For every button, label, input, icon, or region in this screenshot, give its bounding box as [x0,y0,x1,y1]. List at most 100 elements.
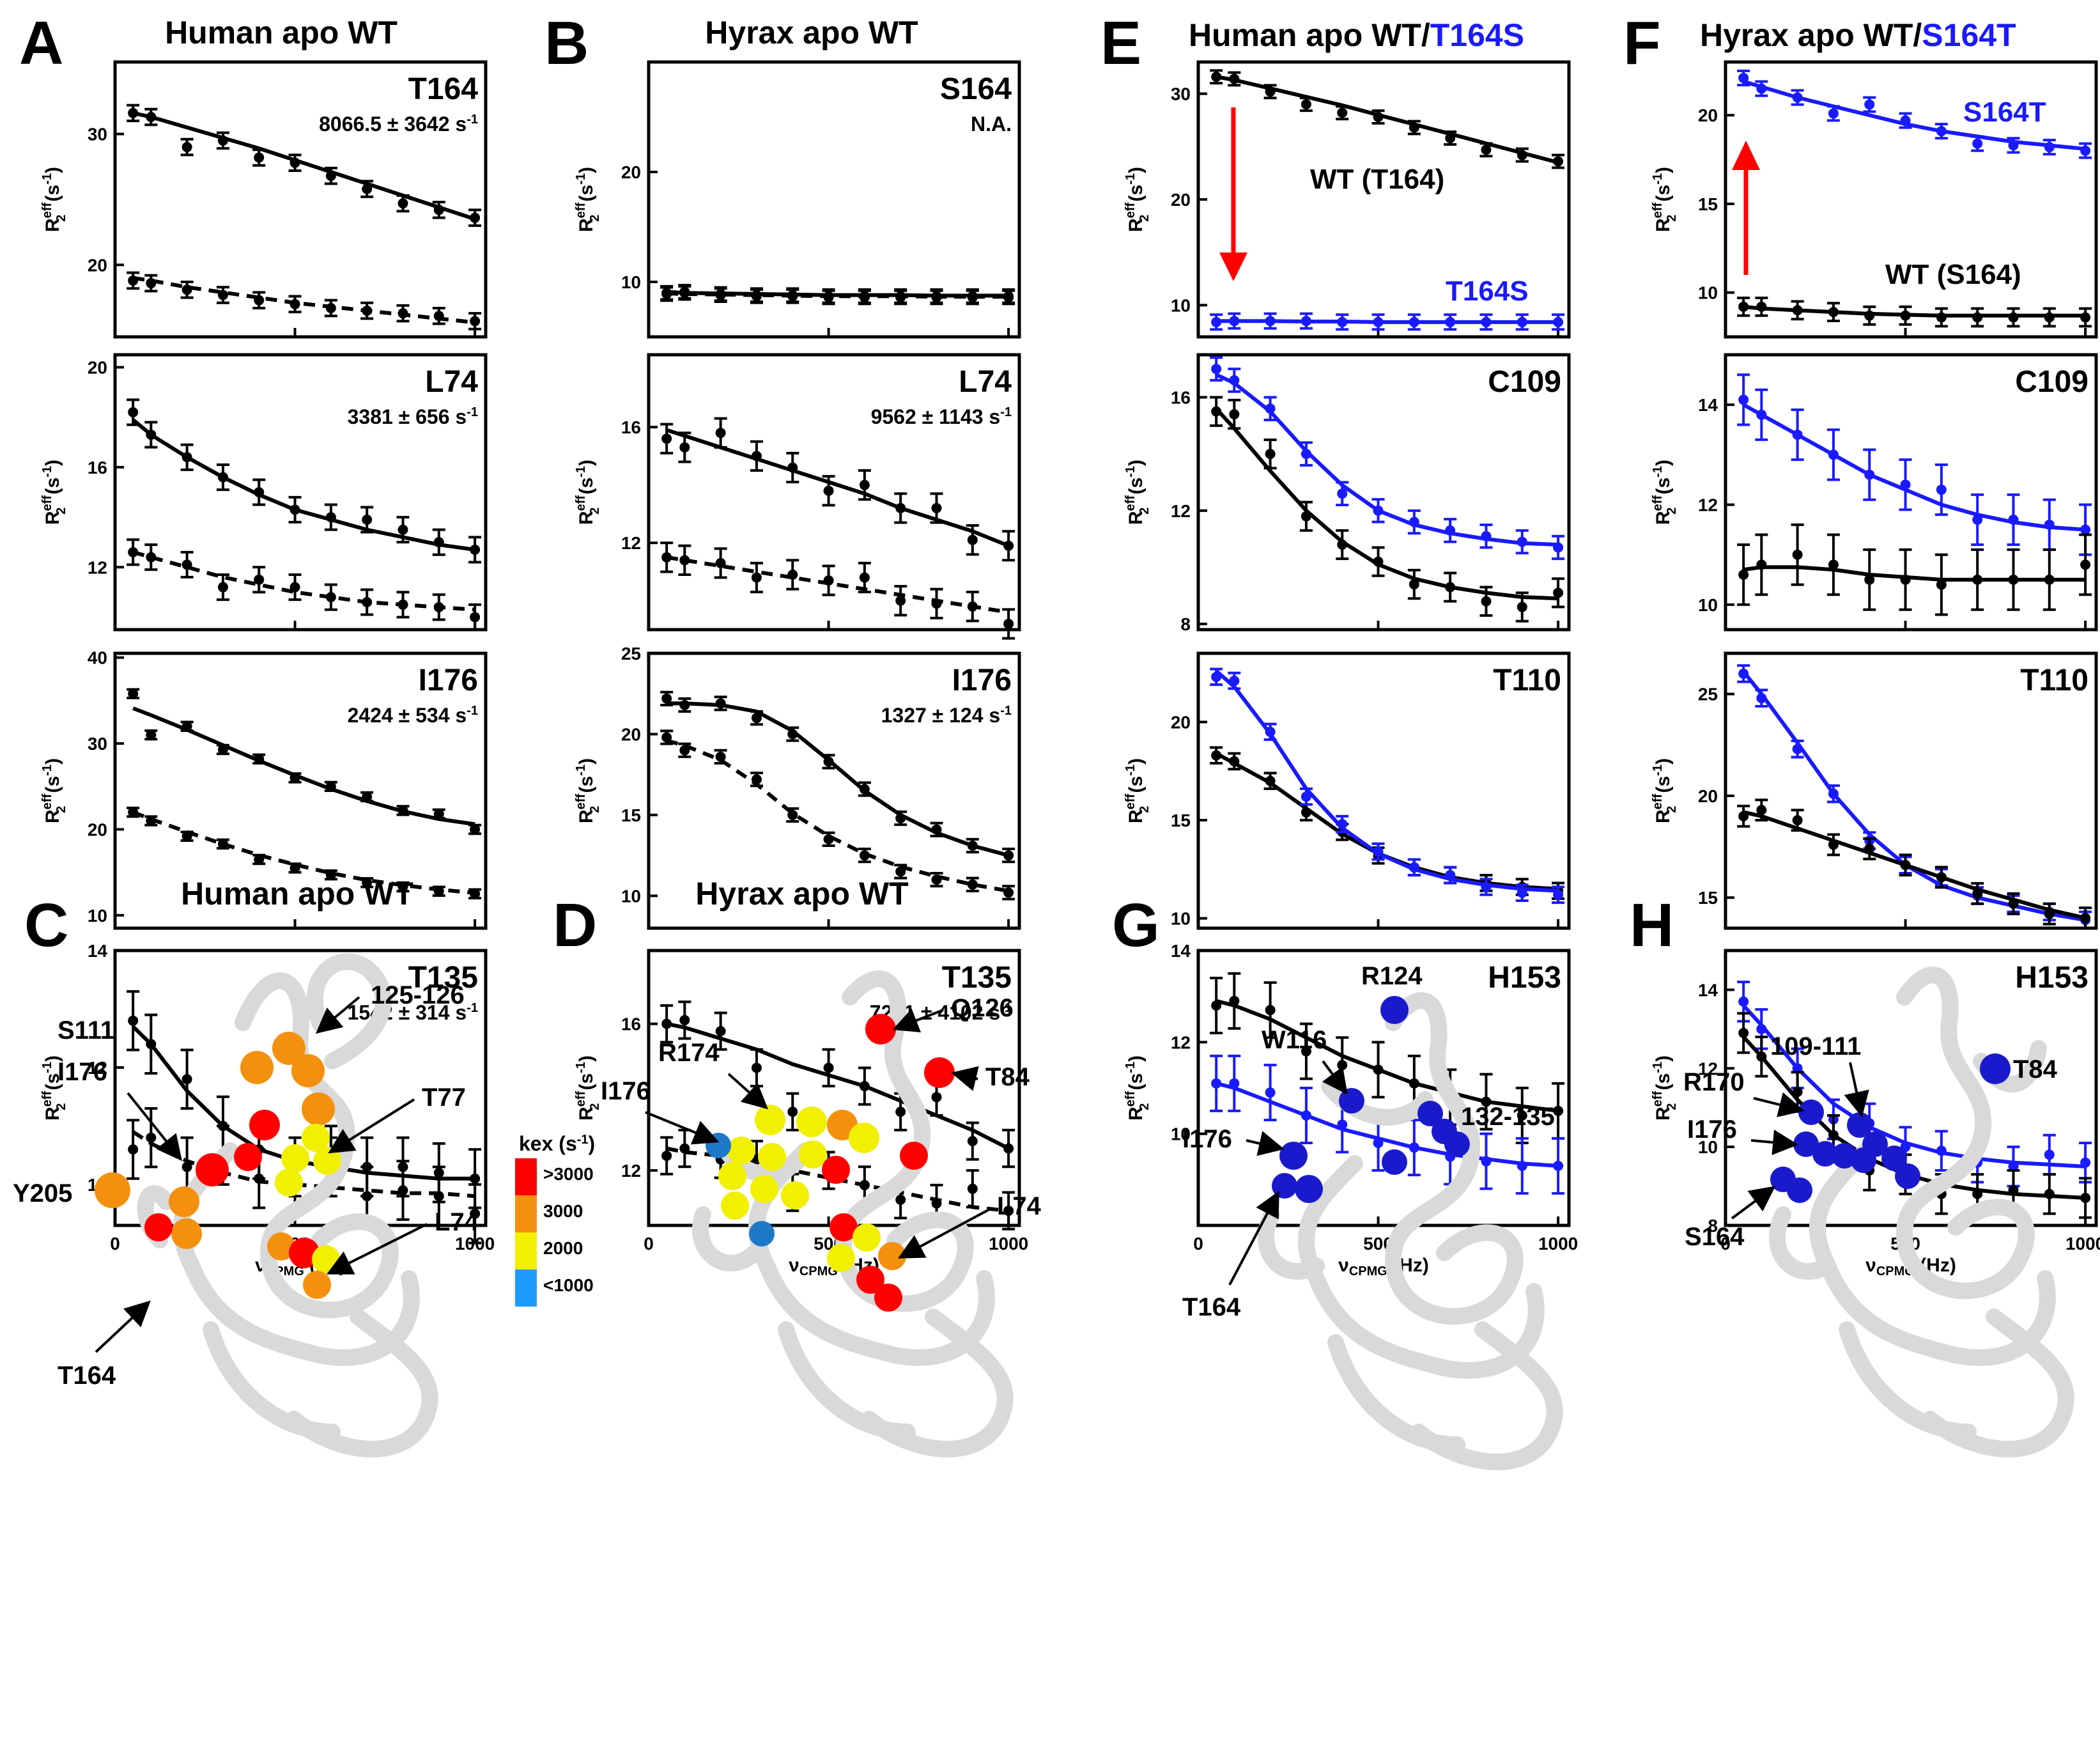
data-point [1517,150,1527,160]
x-tick-label: 1000 [989,1234,1028,1254]
structure-label-C-3: T77 [422,1083,466,1112]
y-axis-label-main: R [1125,1107,1147,1121]
data-point [931,1198,942,1209]
y-axis-label-sub: 2 [588,806,602,813]
x-tick-label: 1000 [1538,1234,1578,1254]
data-point [1756,409,1767,420]
data-point [290,299,300,309]
structure-label-G-1: R124 [1361,962,1423,990]
data-point [2080,524,2091,535]
y-axis-label-sup: eff [1651,1091,1665,1107]
y-axis-label-unit: (s [1653,185,1674,207]
y-axis-label-main: R [42,1107,63,1121]
sphere-C-5 [302,1124,330,1152]
data-point [1481,596,1492,607]
data-point [823,485,834,496]
y-axis-label-sup: eff [40,495,54,511]
y-axis-label-close: ) [1653,167,1674,173]
data-point [146,729,157,740]
chart-panel-3-0: 10 15 20 Reff2 (s-1) [1651,60,2098,339]
data-point [1337,1119,1348,1130]
residue-label: C109 [2015,365,2088,399]
data-point [1229,375,1240,385]
sphere-D-12 [718,1162,746,1190]
data-point [1738,570,1749,580]
sphere-G-6 [1382,1149,1407,1175]
data-point [254,854,265,865]
y-axis-label-close: ) [42,758,63,765]
data-point [1229,676,1240,686]
y-axis-label-main: R [1125,511,1147,525]
data-point [1738,996,1749,1007]
data-point [398,308,408,319]
sphere-D-20 [827,1244,855,1272]
chart-frame [113,949,488,1227]
data-point [1864,843,1875,854]
y-axis-label-exp: -1 [1651,1062,1665,1073]
y-axis-label-unit: (s [576,1073,597,1096]
y-axis-label-main: R [42,511,63,525]
data-point [1265,449,1276,460]
residue-label: T110 [1493,664,1561,697]
data-point [470,1173,481,1184]
kex-value: 9562 ± 1143 s [871,405,1001,428]
data-point [967,534,978,545]
sphere-D-3 [755,1105,785,1135]
sphere-C-7 [234,1143,262,1171]
data-point [661,693,672,704]
y-tick-label: 10 [1171,1124,1191,1144]
data-point [217,839,228,850]
y-axis-label-sup: eff [574,1091,588,1107]
pointer-H-1 [1844,1062,1869,1117]
y-axis-label-sub: 2 [588,1103,602,1110]
fit-line-solid [132,418,475,552]
y-axis-label-sup: eff [574,203,588,219]
data-point [1003,292,1014,303]
y-tick-label: 14 [1698,980,1718,1000]
residue-label: I176 [952,664,1012,697]
y-axis-label-exp: -1 [1651,173,1665,185]
data-point [2044,142,2055,153]
kex-value: 1542 ± 314 s [348,1001,467,1024]
data-point [1738,668,1749,679]
sphere-D-8 [758,1143,786,1171]
data-point [1828,1130,1839,1140]
x-tick-label: 0 [644,1234,654,1254]
sphere-G-5 [1444,1131,1470,1157]
kex-legend-title: kex (s-1) [519,1132,595,1155]
y-tick-label: 20 [621,162,641,182]
data-point [128,807,139,818]
sphere-G-2 [1339,1088,1364,1114]
data-point [931,292,942,303]
y-tick-label: 20 [1171,713,1191,733]
pointer-C-7 [95,1300,151,1353]
y-axis-label: Reff2 (s-1) [1123,758,1152,823]
data-point [1756,1051,1767,1062]
data-point [181,559,192,570]
sphere-C-17 [289,1238,320,1268]
structure-label-C-2: S111 [58,1016,114,1045]
data-point [1792,1063,1803,1074]
y-axis-label-unit: (s [1653,1073,1674,1096]
sphere-C-15 [95,1172,130,1208]
y-tick-label: 10 [88,906,107,926]
data-point [398,198,408,209]
x-axis-label-sub: CPMG [799,1264,838,1278]
data-point [181,1074,192,1085]
sphere-D-6 [849,1122,879,1153]
data-point [1864,310,1875,321]
data-point [1211,1000,1222,1011]
data-point [1792,549,1803,560]
y-tick-label: 12 [621,1161,641,1181]
data-point [1373,846,1384,857]
y-axis-label-exp: -1 [40,765,54,776]
y-axis-label-sup: eff [1123,794,1138,810]
spheres-H [1770,1053,2011,1203]
data-point [1828,449,1839,460]
data-point [679,699,690,710]
data-point [362,515,373,525]
data-point [2008,574,2019,585]
data-point [1900,479,1911,490]
kex-exp: -1 [467,113,478,127]
